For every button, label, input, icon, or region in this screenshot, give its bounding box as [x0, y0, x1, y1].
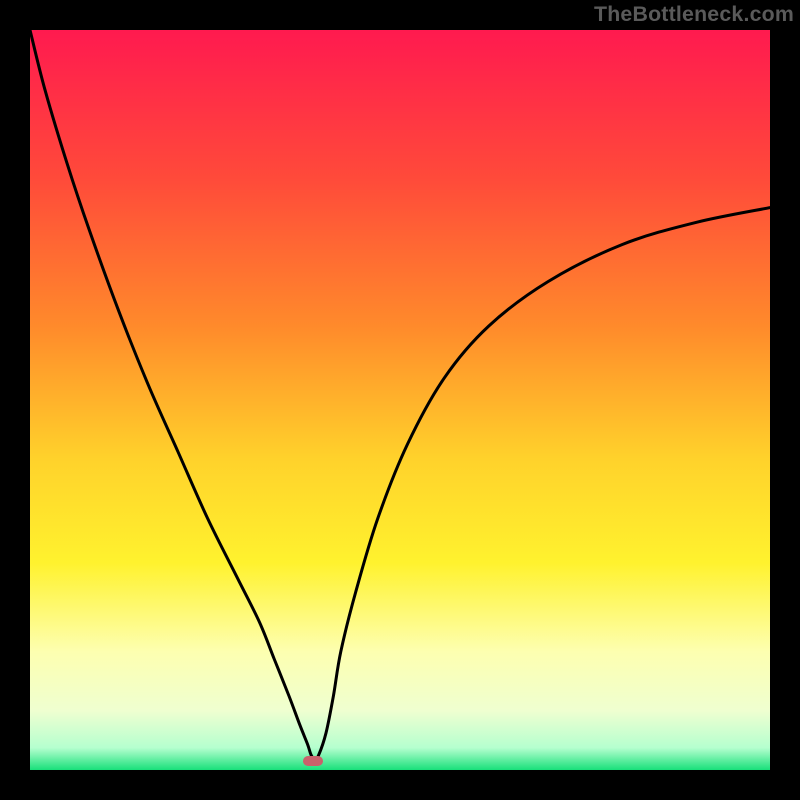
watermark-label: TheBottleneck.com: [594, 2, 794, 27]
canvas: TheBottleneck.com: [0, 0, 800, 800]
optimal-marker: [303, 756, 323, 766]
plot-area: [30, 30, 770, 770]
plot-background: [30, 30, 770, 770]
chart-svg: [30, 30, 770, 770]
